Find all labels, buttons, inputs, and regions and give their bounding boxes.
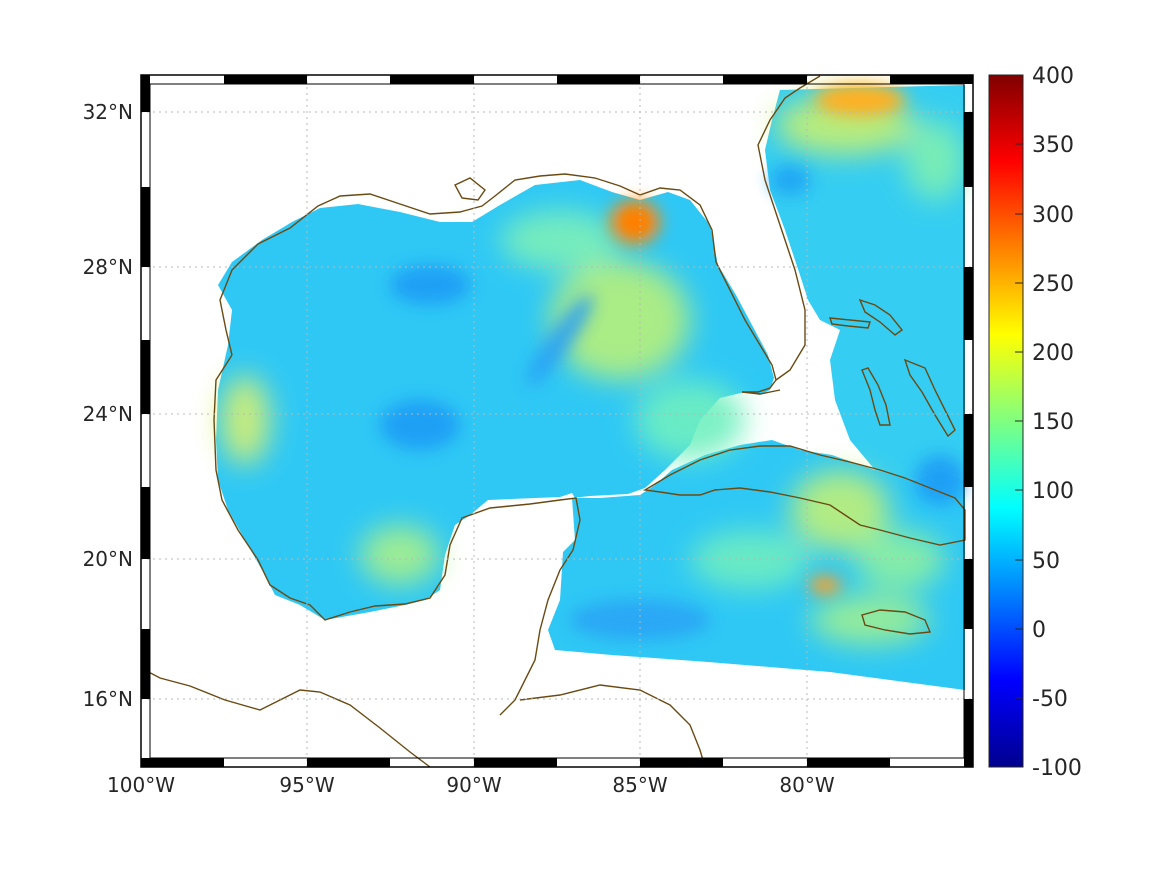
cuba-coast	[642, 445, 966, 546]
colorbar-tick-label: 150	[1032, 410, 1074, 435]
field-lows	[380, 165, 965, 640]
bahamas-grand	[828, 317, 871, 329]
colorbar-ticks	[1015, 74, 1023, 768]
colorbar: 400 350 300 250 200 150 100 50 0 -50 -10…	[988, 64, 1082, 781]
x-tick-label: 95°W	[279, 773, 334, 797]
colorbar-tick-label: -100	[1032, 756, 1082, 781]
colorbar-tick-label: 350	[1032, 133, 1074, 158]
x-tick-label: 90°W	[446, 773, 501, 797]
louisiana-delta	[454, 177, 486, 201]
y-tick-label: 32°N	[83, 100, 133, 124]
mexico-coast	[213, 354, 581, 716]
bahamas-eleuthera	[903, 358, 956, 438]
field-hotspots	[610, 84, 905, 594]
x-tick-label: 100°W	[107, 773, 175, 797]
coastlines	[141, 75, 966, 767]
colorbar-tick-label: -50	[1032, 687, 1068, 712]
colorbar-tick-label: 100	[1032, 479, 1074, 504]
graticule	[141, 75, 973, 767]
colorbar-tick-label: 250	[1032, 272, 1074, 297]
florida-east-coast	[757, 75, 821, 381]
colorbar-tick-label: 50	[1032, 549, 1060, 574]
y-tick-label: 28°N	[83, 255, 133, 279]
y-tick-label: 20°N	[83, 547, 133, 571]
colorbar-tick-label: 200	[1032, 341, 1074, 366]
florida-keys	[741, 389, 781, 395]
jamaica-coast	[861, 609, 932, 635]
field-highlights	[220, 95, 965, 645]
colorbar-tick-label: 0	[1032, 618, 1046, 643]
x-axis-labels: 100°W 95°W 90°W 85°W 80°W	[107, 773, 835, 797]
y-axis-labels: 32°N 28°N 24°N 20°N 16°N	[83, 100, 133, 711]
bahamas-great-abaco	[858, 298, 904, 336]
map-frame	[140, 74, 974, 768]
y-tick-label: 24°N	[83, 402, 133, 426]
x-tick-label: 85°W	[612, 773, 667, 797]
colorbar-tick-label: 300	[1032, 203, 1074, 228]
us-gulf-coast	[219, 173, 777, 393]
colorbar-tick-label: 400	[1032, 64, 1074, 89]
honduras-coast	[519, 684, 706, 767]
central-america-coast	[141, 667, 431, 767]
y-tick-label: 16°N	[83, 687, 133, 711]
x-tick-label: 80°W	[779, 773, 834, 797]
bahamas-andros	[861, 367, 891, 426]
